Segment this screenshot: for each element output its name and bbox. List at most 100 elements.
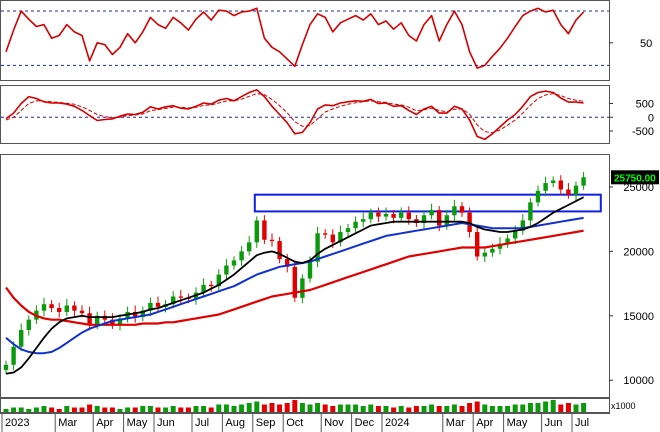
candle-body [391,213,396,218]
volume-bar [337,404,343,412]
volume-bar [527,403,533,412]
volume-unit-label: x1000 [611,401,636,411]
last-price-label: 25750.00 [614,173,656,184]
candle-body [543,183,548,191]
macd-panel: 5000 -500 [1,89,654,141]
volume-bar [292,400,298,412]
candle-body [513,230,518,239]
volume-bar [391,407,397,412]
volume-bar [155,407,161,412]
macd-y-tick-label: -500 [632,126,654,138]
candle-body [452,206,457,216]
volume-bar [558,404,564,412]
volume-bar [489,406,495,412]
volume-bar [117,409,123,412]
candle-body [231,260,237,266]
price-y-tick-label: 15000 [623,311,654,323]
candle-body [49,304,54,309]
volume-bar [398,406,404,412]
candle-body [330,234,335,243]
volume-bar [375,406,381,412]
volume-bar [353,404,359,412]
x-axis-tick-label: Nov [324,417,344,429]
volume-bar [436,406,442,412]
volume-bar [512,404,518,412]
volume-bar [322,404,328,412]
volume-bar [71,407,77,412]
volume-bar [497,406,503,412]
volume-bar [125,407,131,412]
candle-body [300,278,305,298]
x-axis-tick-label: May [127,417,148,429]
volume-bar [201,406,207,412]
volume-bar [254,401,260,412]
volume-bar [223,404,229,412]
volume-bar [277,404,283,412]
volume-bar [18,407,24,412]
x-axis-tick-label: Dec [355,417,375,429]
candle-body [87,313,92,325]
candle-body [239,251,244,261]
price-y-tick-label: 10000 [623,375,654,387]
candle-body [11,346,16,365]
volume-bar [178,407,184,412]
candle-body [505,238,510,244]
candle-body [535,190,541,203]
candle-body [285,259,290,267]
x-axis-tick-label: Oct [286,417,303,429]
volume-bar [33,407,39,412]
candle-body [573,185,579,195]
volume-bar [451,404,457,412]
candle-body [19,329,24,347]
macd-y-tick-label: 500 [636,99,654,111]
candle-body [26,319,31,330]
x-axis-tick-label: 2023 [5,417,29,429]
macd-y-tick-label: 0 [648,112,654,124]
volume-bar [550,400,556,412]
price-y-tick-label: 25000 [623,182,654,194]
volume-bar [474,401,480,412]
candle-body [117,318,123,325]
volume-bar [147,406,153,412]
volume-bar [56,409,62,412]
rsi-panel: 50 [1,7,652,69]
candle-body [361,219,366,222]
candle-body [277,241,282,260]
candle-body [528,202,533,221]
volume-bar [170,406,176,412]
candle-body [406,212,411,220]
rsi-line [5,7,585,69]
candle-body [216,274,221,287]
candle-body [482,252,487,257]
x-axis-tick-label: Apr [476,417,493,429]
candle-body [57,308,62,312]
mid-moving-average-line [5,216,584,355]
macd-panel-frame [0,85,610,144]
volume-bar [505,406,511,412]
candle-body [437,210,442,226]
x-axis-tick-label: Jun [157,417,175,429]
candle-body [133,311,138,318]
candle-body [315,233,320,262]
candle-body [201,284,206,293]
candle-body [558,180,563,190]
last-price-tag-bg [611,170,659,185]
candle-body [323,233,328,235]
volume-bar [239,404,245,412]
volume-bar [535,403,541,412]
x-axis-tick-label: Mar [446,417,465,429]
rsi-y-tick-label: 50 [640,38,652,50]
volume-bar [193,406,199,412]
volume-bar [307,404,313,412]
short-moving-average-line [5,196,585,375]
volume-bar [163,407,169,412]
x-axis-tick-label: 2024 [385,417,409,429]
x-axis-tick-label: Jul [195,417,209,429]
candle-body [41,304,47,311]
volume-bar [208,407,214,412]
price-panel: 10000 15000 20000 25000 [3,171,654,387]
candle-body [178,296,183,298]
price-y-tick-label: 20000 [623,246,654,258]
candle-body [399,212,404,218]
